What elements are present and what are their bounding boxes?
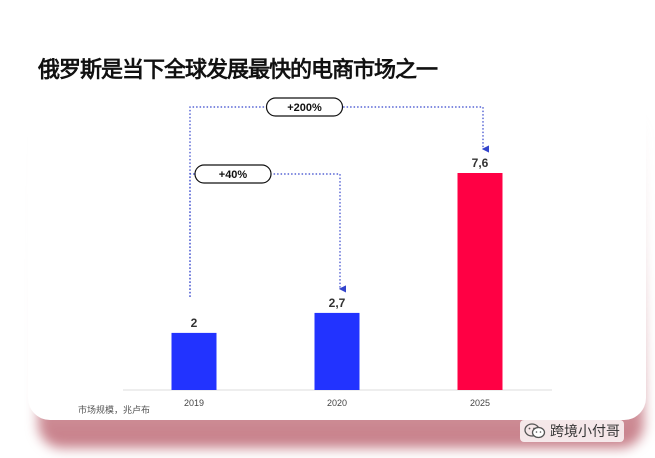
wechat-icon [524,423,546,439]
x-tick-label-2019: 2019 [184,398,204,408]
watermark: 跨境小付哥 [520,420,624,442]
bar-2020 [314,312,360,390]
page-title: 俄罗斯是当下全球发展最快的电商市场之一 [38,58,438,83]
x-tick-label-2020: 2020 [327,398,347,408]
growth-label-1: +40% [219,169,248,181]
growth-arrow-1 [189,173,346,297]
chart-footnote: 市场规模，兆卢布 [78,406,151,416]
x-tick-label-2025: 2025 [470,398,490,408]
growth-pill-2 [265,97,344,117]
growth-label-2: +200% [287,102,322,114]
bar-2019 [171,332,217,390]
growth-pill-1 [194,164,272,184]
value-label-2025: 7,6 [472,156,489,170]
growth-arrow-2 [189,106,489,297]
watermark-text: 跨境小付哥 [550,424,620,440]
value-label-2019: 2 [191,316,198,330]
bar-2025 [457,173,503,390]
value-label-2020: 2,7 [329,296,346,310]
